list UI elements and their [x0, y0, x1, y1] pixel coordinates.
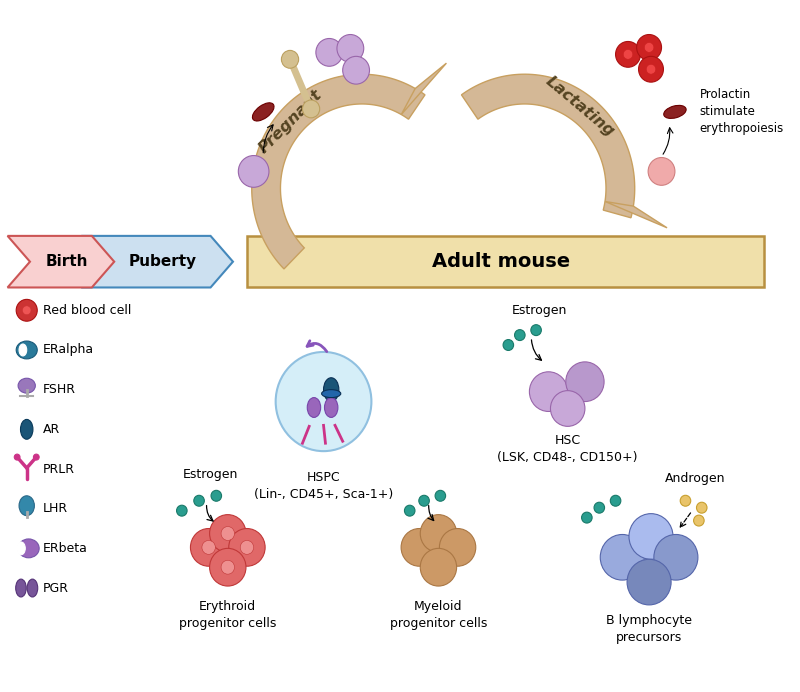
Circle shape: [680, 495, 690, 507]
Circle shape: [629, 513, 673, 559]
Text: Prolactin
stimulate
erythropoiesis: Prolactin stimulate erythropoiesis: [700, 89, 784, 136]
Text: PRLR: PRLR: [43, 462, 75, 475]
Ellipse shape: [16, 341, 38, 359]
Text: Erythroid
progenitor cells: Erythroid progenitor cells: [179, 600, 277, 630]
Ellipse shape: [21, 419, 33, 439]
Text: Birth: Birth: [46, 254, 88, 269]
Circle shape: [566, 362, 604, 401]
Circle shape: [610, 495, 621, 507]
Circle shape: [14, 454, 20, 460]
Text: Puberty: Puberty: [129, 254, 197, 269]
Polygon shape: [7, 236, 114, 287]
Circle shape: [531, 325, 542, 336]
Circle shape: [401, 529, 438, 566]
Circle shape: [316, 39, 342, 66]
Circle shape: [435, 491, 446, 501]
Circle shape: [22, 306, 31, 315]
Circle shape: [654, 534, 698, 580]
Circle shape: [229, 529, 265, 566]
Circle shape: [405, 505, 415, 516]
Circle shape: [600, 534, 644, 580]
Circle shape: [282, 51, 298, 69]
Text: ERalpha: ERalpha: [43, 343, 94, 356]
Ellipse shape: [325, 398, 338, 417]
Circle shape: [623, 49, 633, 60]
Ellipse shape: [322, 390, 341, 398]
Circle shape: [302, 100, 320, 118]
Circle shape: [638, 56, 663, 82]
Circle shape: [221, 561, 234, 574]
Text: ERbeta: ERbeta: [43, 542, 88, 555]
Ellipse shape: [19, 495, 34, 516]
Ellipse shape: [253, 103, 274, 121]
Ellipse shape: [16, 579, 26, 597]
Circle shape: [210, 515, 246, 552]
Polygon shape: [252, 74, 425, 269]
Text: Red blood cell: Red blood cell: [43, 304, 131, 317]
Polygon shape: [462, 74, 634, 218]
Circle shape: [210, 548, 246, 586]
Circle shape: [221, 527, 234, 540]
Circle shape: [697, 502, 707, 513]
Text: B lymphocyte
precursors: B lymphocyte precursors: [606, 614, 692, 644]
Circle shape: [550, 391, 585, 426]
Circle shape: [238, 156, 269, 188]
Circle shape: [694, 515, 704, 526]
Text: Estrogen: Estrogen: [511, 304, 566, 317]
Ellipse shape: [323, 378, 339, 401]
Circle shape: [34, 454, 39, 460]
Circle shape: [202, 540, 215, 554]
Ellipse shape: [664, 105, 686, 118]
Polygon shape: [247, 236, 764, 287]
Circle shape: [514, 329, 525, 340]
Circle shape: [276, 352, 371, 451]
Text: HSPC
(Lin-, CD45+, Sca-1+): HSPC (Lin-, CD45+, Sca-1+): [254, 471, 393, 501]
Circle shape: [644, 42, 654, 53]
Circle shape: [648, 158, 675, 185]
Circle shape: [627, 559, 671, 605]
Ellipse shape: [307, 398, 321, 417]
Text: Pregnant: Pregnant: [256, 87, 325, 156]
Polygon shape: [82, 236, 233, 287]
Circle shape: [419, 495, 430, 507]
Circle shape: [420, 515, 457, 552]
Text: FSHR: FSHR: [43, 383, 76, 396]
Ellipse shape: [18, 379, 35, 393]
Circle shape: [439, 529, 476, 566]
Text: PGR: PGR: [43, 581, 69, 594]
Circle shape: [211, 491, 222, 501]
Text: AR: AR: [43, 423, 60, 436]
Circle shape: [190, 529, 227, 566]
Polygon shape: [605, 201, 667, 228]
Text: LHR: LHR: [43, 502, 68, 515]
Circle shape: [337, 35, 364, 62]
Circle shape: [582, 512, 592, 523]
Ellipse shape: [19, 344, 26, 356]
Circle shape: [637, 35, 662, 60]
Circle shape: [615, 42, 641, 67]
Circle shape: [594, 502, 605, 513]
Circle shape: [420, 548, 457, 586]
Text: Estrogen: Estrogen: [183, 468, 238, 481]
Ellipse shape: [27, 579, 38, 597]
Circle shape: [530, 372, 568, 412]
Polygon shape: [402, 63, 446, 115]
Circle shape: [503, 340, 514, 350]
Circle shape: [342, 56, 370, 84]
Ellipse shape: [18, 539, 39, 558]
Text: Androgen: Androgen: [665, 472, 726, 485]
Ellipse shape: [17, 542, 26, 555]
Text: Adult mouse: Adult mouse: [432, 252, 570, 271]
Text: Lactating: Lactating: [542, 74, 617, 140]
Text: HSC
(LSK, CD48-, CD150+): HSC (LSK, CD48-, CD150+): [498, 435, 638, 464]
Circle shape: [16, 300, 38, 321]
Circle shape: [194, 495, 204, 507]
Circle shape: [646, 64, 656, 74]
Circle shape: [240, 540, 254, 554]
Text: Myeloid
progenitor cells: Myeloid progenitor cells: [390, 600, 487, 630]
Circle shape: [177, 505, 187, 516]
